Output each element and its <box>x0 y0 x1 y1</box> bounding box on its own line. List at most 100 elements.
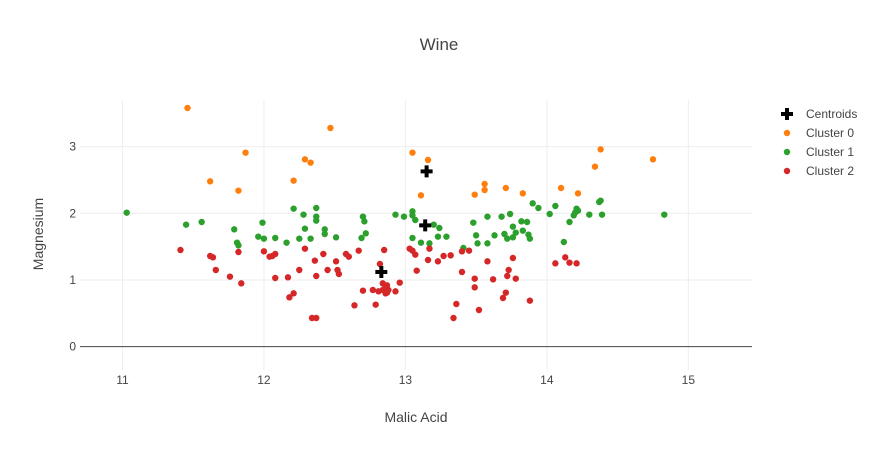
data-point <box>272 250 279 258</box>
data-point <box>313 204 320 212</box>
data-point <box>424 256 432 264</box>
data-point <box>443 233 450 240</box>
data-point <box>574 190 582 197</box>
data-point <box>574 207 582 214</box>
data-point <box>440 252 447 260</box>
data-point <box>661 211 668 218</box>
data-point <box>184 104 191 112</box>
data-point <box>358 234 365 242</box>
data-point <box>396 279 403 286</box>
data-point <box>518 218 525 225</box>
legend-item-cluster-0[interactable]: Cluster 0 <box>783 126 855 140</box>
data-point <box>504 272 511 280</box>
data-point <box>409 212 416 219</box>
data-point <box>231 226 238 233</box>
data-point <box>359 287 367 294</box>
data-point <box>434 258 442 265</box>
data-point <box>501 230 508 238</box>
legend-item-cluster-2[interactable]: Cluster 2 <box>783 164 855 178</box>
data-point <box>392 288 399 295</box>
data-point <box>453 300 460 308</box>
data-point <box>409 234 416 242</box>
data-point <box>260 248 268 255</box>
data-point <box>471 284 478 291</box>
data-point <box>498 213 505 220</box>
data-point <box>529 200 536 207</box>
data-point <box>475 306 483 314</box>
data-point <box>290 290 297 297</box>
series-cluster-2 <box>177 245 580 322</box>
data-point <box>332 234 340 241</box>
data-point <box>489 276 497 283</box>
data-point <box>426 240 433 247</box>
legend-dot-icon <box>783 129 791 137</box>
data-point <box>313 217 320 224</box>
data-point <box>519 190 527 197</box>
data-point <box>434 233 442 240</box>
data-point <box>332 258 340 265</box>
data-point <box>361 218 368 225</box>
data-point <box>307 235 314 242</box>
data-point <box>400 213 408 220</box>
legend-label: Cluster 0 <box>806 126 854 140</box>
data-point <box>413 267 420 274</box>
data-point <box>512 229 519 236</box>
data-point <box>502 289 510 296</box>
data-point <box>301 245 309 252</box>
data-point <box>484 240 491 247</box>
legend: Centroids Cluster 0 Cluster 1 Cluster 2 <box>781 107 857 178</box>
data-point <box>424 156 432 164</box>
data-point <box>471 191 478 198</box>
data-point <box>313 272 320 280</box>
x-axis-title: Malic Acid <box>384 409 447 425</box>
data-point <box>307 159 314 166</box>
legend-label: Centroids <box>806 107 857 121</box>
legend-item-cluster-1[interactable]: Cluster 1 <box>783 145 855 159</box>
data-point <box>450 314 457 322</box>
data-point <box>519 227 527 234</box>
data-point <box>369 286 377 294</box>
data-point <box>284 274 292 281</box>
data-point <box>591 163 599 170</box>
data-point <box>470 219 477 226</box>
data-point <box>562 254 569 261</box>
data-point <box>573 260 580 267</box>
data-point <box>502 184 510 192</box>
data-point <box>436 224 443 232</box>
data-point <box>526 235 534 242</box>
data-point <box>385 286 392 294</box>
data-point <box>509 254 517 262</box>
legend-item-centroids[interactable]: Centroids <box>781 107 857 121</box>
data-point <box>417 192 425 199</box>
data-point <box>235 248 242 256</box>
legend-label: Cluster 1 <box>806 145 854 159</box>
data-point <box>206 178 214 185</box>
x-tick-label: 15 <box>682 373 696 387</box>
data-point <box>260 235 268 242</box>
data-point <box>557 184 565 192</box>
data-points <box>123 104 668 322</box>
data-point <box>321 230 328 238</box>
data-point <box>235 242 242 249</box>
chart-title: Wine <box>420 35 459 54</box>
legend-dot-icon <box>783 148 791 156</box>
data-point <box>509 223 517 230</box>
data-point <box>226 273 234 280</box>
data-point <box>321 226 328 233</box>
data-point <box>566 218 573 226</box>
x-tick-label: 14 <box>540 373 554 387</box>
data-point <box>290 205 297 212</box>
y-tick-label: 0 <box>69 340 76 354</box>
data-point <box>597 146 604 153</box>
data-point <box>272 234 279 242</box>
data-point <box>472 232 480 239</box>
data-point <box>380 246 388 254</box>
data-point <box>458 248 466 255</box>
data-point <box>301 225 309 232</box>
data-point <box>238 280 245 287</box>
legend-dot-icon <box>783 167 791 175</box>
y-axis-title: Magnesium <box>30 198 46 270</box>
data-point <box>335 270 343 278</box>
data-point <box>535 204 542 212</box>
